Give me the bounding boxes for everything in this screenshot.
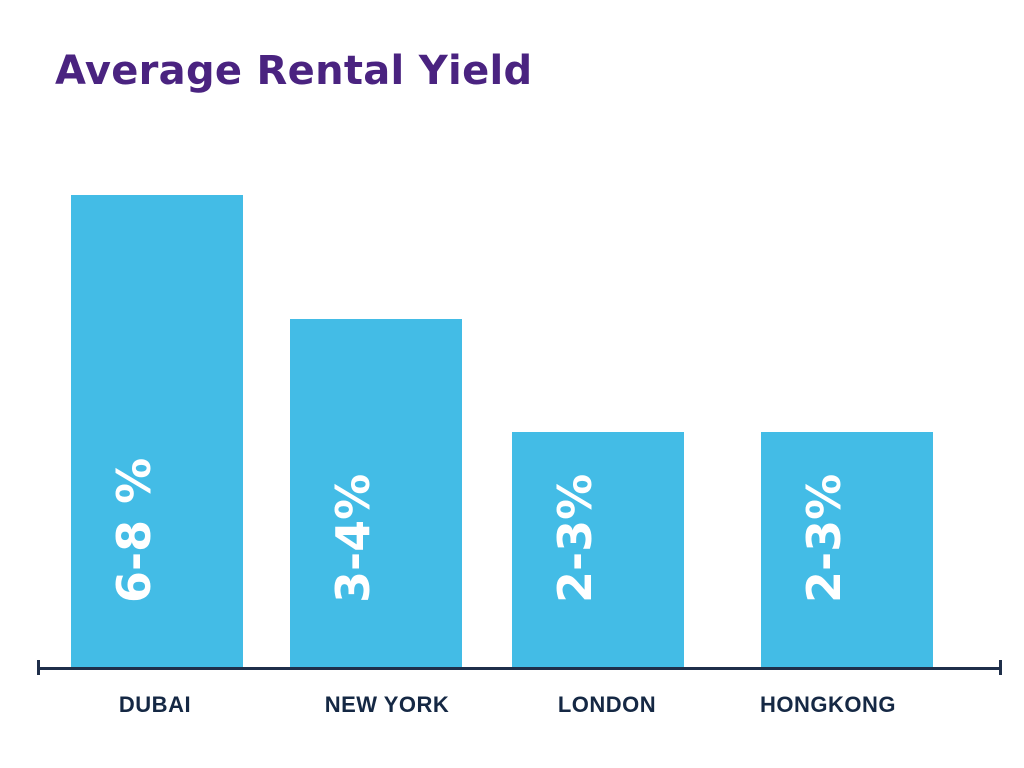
bar-value-label: 2-3% <box>548 473 602 603</box>
bar-value-label: 2-3% <box>797 473 851 603</box>
category-label-new-york: NEW YORK <box>324 692 450 717</box>
chart-title: Average Rental Yield <box>55 48 533 94</box>
x-axis-line <box>38 667 1001 670</box>
x-axis-start-tick <box>37 660 40 675</box>
x-axis-end-tick <box>999 660 1002 675</box>
bar-value-label: 3-4% <box>326 473 380 603</box>
bar-london: 2-3% <box>512 432 684 668</box>
bar-value-label: 6-8 % <box>107 457 161 603</box>
bar-hongkong: 2-3% <box>761 432 933 668</box>
bar-dubai: 6-8 % <box>71 195 243 668</box>
category-label-dubai: DUBAI <box>118 692 192 717</box>
bar-new-york: 3-4% <box>290 319 462 668</box>
category-label-london: LONDON <box>557 692 657 717</box>
category-label-hongkong: HONGKONG <box>760 692 896 717</box>
